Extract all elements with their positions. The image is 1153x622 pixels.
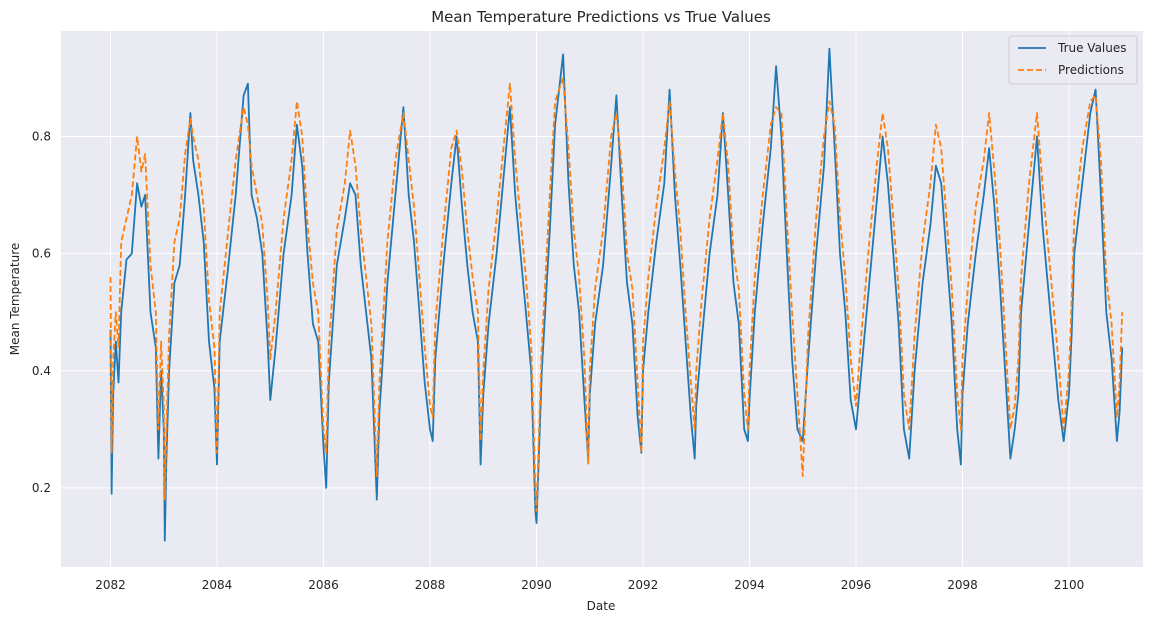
grid-lines	[61, 31, 1143, 567]
y-axis-ticks: 0.2 0.4 0.6 0.8	[32, 129, 51, 494]
x-tick-label: 2100	[1054, 578, 1085, 592]
x-tick-label: 2096	[841, 578, 872, 592]
x-tick-label: 2090	[521, 578, 552, 592]
x-tick-label: 2098	[947, 578, 978, 592]
y-tick-label: 0.6	[32, 247, 51, 261]
y-tick-label: 0.4	[32, 364, 51, 378]
x-tick-label: 2086	[308, 578, 339, 592]
plot-area	[61, 31, 1143, 567]
y-tick-label: 0.8	[32, 129, 51, 143]
x-axis-ticks: 2082 2084 2086 2088 2090 2092 2094 2096 2098 2100	[95, 578, 1084, 592]
series-line-true-values	[109, 47, 1124, 542]
x-tick-label: 2092	[628, 578, 659, 592]
legend: True Values Predictions	[1008, 35, 1138, 85]
x-tick-label: 2088	[415, 578, 446, 592]
x-tick-label: 2084	[202, 578, 233, 592]
x-tick-label: 2094	[734, 578, 765, 592]
y-axis-label: Mean Temperature	[8, 243, 22, 356]
legend-label-predictions: Predictions	[1058, 63, 1124, 77]
x-tick-label: 2082	[95, 578, 126, 592]
series-layer	[109, 47, 1124, 542]
legend-label-true-values: True Values	[1057, 41, 1127, 55]
series-line-predictions	[109, 77, 1124, 513]
y-tick-label: 0.2	[32, 481, 51, 495]
chart-title: Mean Temperature Predictions vs True Val…	[431, 8, 771, 26]
x-axis-label: Date	[587, 599, 616, 613]
